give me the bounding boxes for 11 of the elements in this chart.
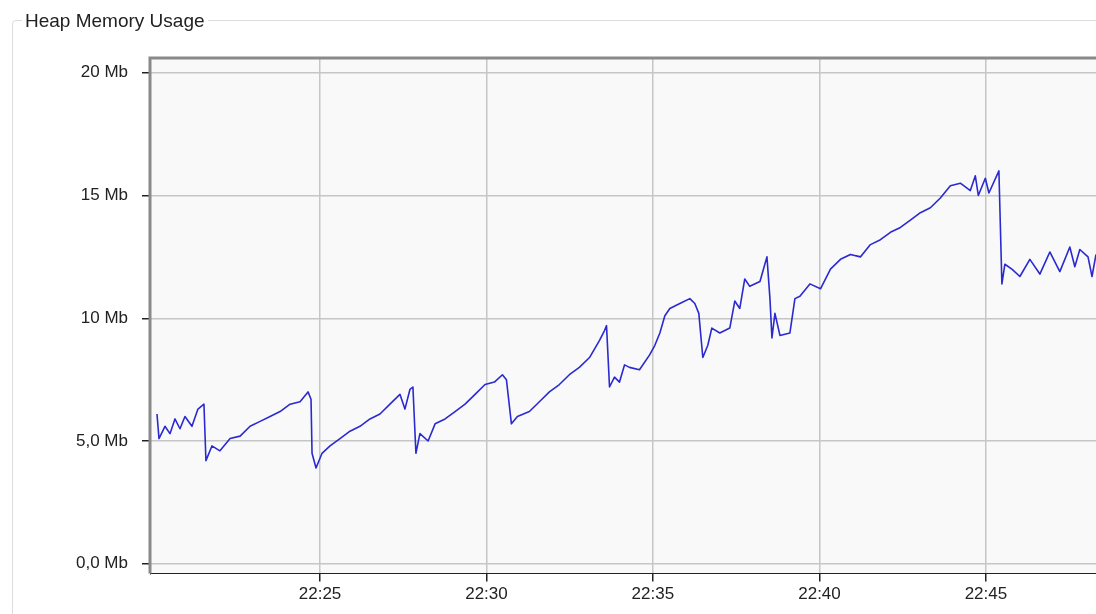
y-tick-label: 0,0 Mb bbox=[76, 553, 128, 573]
x-tick-label: 22:25 bbox=[298, 584, 342, 604]
x-tick-label: 22:45 bbox=[964, 584, 1008, 604]
x-tick-label: 22:35 bbox=[631, 584, 675, 604]
y-tick-label: 15 Mb bbox=[80, 185, 128, 205]
y-tick-label: 5,0 Mb bbox=[76, 430, 128, 450]
chart-title: Heap Memory Usage bbox=[22, 10, 208, 32]
x-tick-label: 22:30 bbox=[465, 584, 508, 604]
x-tick-label: 22:40 bbox=[798, 584, 841, 604]
y-tick-label: 20 Mb bbox=[80, 62, 128, 82]
y-tick-label: 10 Mb bbox=[80, 307, 128, 327]
